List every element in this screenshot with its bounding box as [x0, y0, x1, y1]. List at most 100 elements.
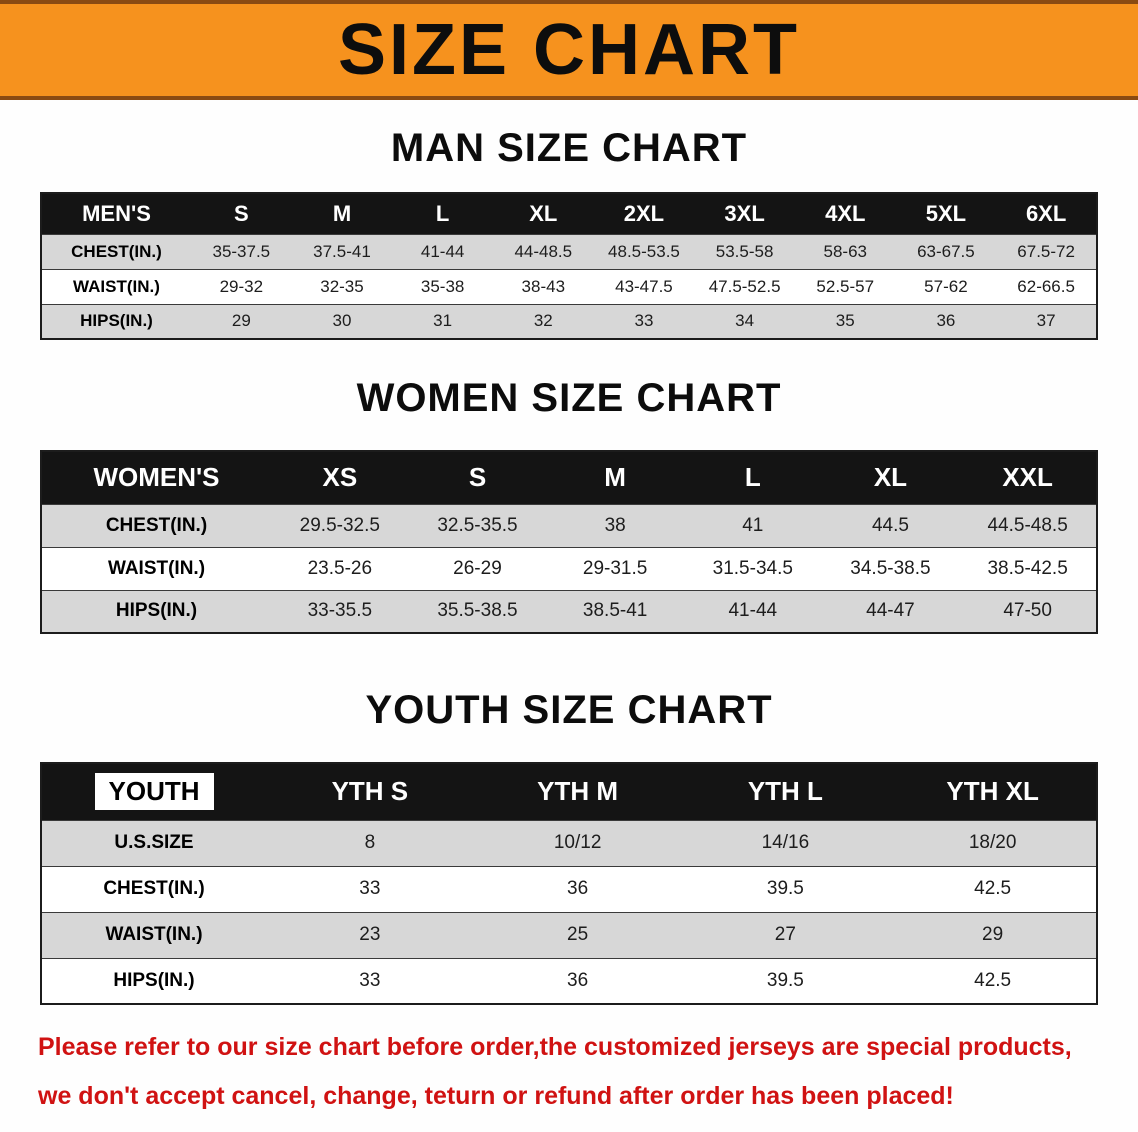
size-value-cell: 47.5-52.5	[694, 268, 795, 305]
header-row: MEN'S S M L XL 2XL 3XL 4XL 5XL 6XL	[41, 193, 1097, 234]
size-value-cell: 36	[473, 957, 682, 1005]
measurement-row: U.S.SIZE 8 10/12 14/16 18/20	[41, 819, 1097, 867]
measurement-row: CHEST(IN.) 33 36 39.5 42.5	[41, 865, 1097, 913]
banner: SIZE CHART	[0, 0, 1138, 100]
size-value-cell: 38.5-42.5	[959, 546, 1097, 591]
size-value-cell: 23.5-26	[271, 546, 409, 591]
size-value-cell: 44.5	[821, 503, 960, 548]
youth-table-body: U.S.SIZE 8 10/12 14/16 18/20 CHEST(IN.) 33 36 39…	[41, 819, 1097, 1005]
size-value-cell: 31.5-34.5	[683, 546, 822, 591]
size-value-cell: 48.5-53.5	[593, 233, 695, 270]
size-value-cell: 38-43	[492, 268, 594, 305]
measurement-row: HIPS(IN.) 33 36 39.5 42.5	[41, 957, 1097, 1005]
size-value-cell: 32-35	[291, 268, 393, 305]
size-column-header: 2XL	[593, 193, 695, 234]
size-column-header: 6XL	[996, 193, 1097, 234]
row-label: CHEST(IN.)	[41, 233, 191, 270]
size-column-header: XXL	[959, 451, 1097, 504]
row-label: WAIST(IN.)	[41, 546, 271, 591]
measurement-row: CHEST(IN.) 29.5-32.5 32.5-35.5 38 41 44.5 44.5…	[41, 503, 1097, 548]
size-value-cell: 44-48.5	[492, 233, 594, 270]
size-column-header: L	[392, 193, 493, 234]
size-column-header: YTH L	[681, 763, 890, 820]
row-label: WAIST(IN.)	[41, 911, 266, 959]
size-value-cell: 41-44	[392, 233, 493, 270]
women-chart-heading: WOMEN SIZE CHART	[356, 376, 782, 420]
size-value-cell: 67.5-72	[996, 233, 1097, 270]
size-value-cell: 35	[794, 303, 896, 340]
size-value-cell: 33	[266, 957, 474, 1005]
size-value-cell: 33-35.5	[271, 589, 409, 634]
size-value-cell: 31	[392, 303, 493, 340]
size-column-header: S	[191, 193, 292, 234]
size-value-cell: 37.5-41	[291, 233, 393, 270]
size-value-cell: 44-47	[821, 589, 960, 634]
men-chart-heading: MAN SIZE CHART	[390, 126, 748, 170]
disclaimer-note: Please refer to our size chart before or…	[0, 1005, 1100, 1121]
youth-size-table: YOUTH YTH S YTH M YTH L YTH XL U.S.SIZE 8 10/12…	[40, 762, 1098, 1005]
size-column-header: 3XL	[694, 193, 795, 234]
youth-corner-label-text: YOUTH	[94, 773, 214, 811]
size-value-cell: 41	[683, 503, 822, 548]
men-table-head: MEN'S S M L XL 2XL 3XL 4XL 5XL 6XL	[41, 193, 1097, 234]
women-corner-label-text: WOMEN'S	[93, 462, 220, 493]
size-value-cell: 33	[266, 865, 474, 913]
size-value-cell: 18/20	[889, 819, 1097, 867]
charts-area: MAN SIZE CHART MEN'S S M L XL 2XL 3XL 4XL 5XL 6XL C…	[0, 126, 1138, 1005]
size-column-header: 4XL	[794, 193, 896, 234]
size-value-cell: 29-31.5	[546, 546, 684, 591]
size-column-header: YTH M	[473, 763, 682, 820]
size-value-cell: 53.5-58	[694, 233, 795, 270]
size-value-cell: 32.5-35.5	[408, 503, 547, 548]
size-value-cell: 14/16	[681, 819, 890, 867]
size-value-cell: 30	[291, 303, 393, 340]
size-value-cell: 35.5-38.5	[408, 589, 547, 634]
size-column-header: XS	[271, 451, 409, 504]
size-value-cell: 34	[694, 303, 795, 340]
size-column-header: XL	[492, 193, 594, 234]
size-value-cell: 29-32	[191, 268, 292, 305]
row-label: HIPS(IN.)	[41, 957, 266, 1005]
size-column-header: YTH XL	[889, 763, 1097, 820]
measurement-row: WAIST(IN.) 29-32 32-35 35-38 38-43 43-47.5 47.…	[41, 268, 1097, 305]
size-value-cell: 8	[266, 819, 474, 867]
size-value-cell: 29	[191, 303, 292, 340]
size-value-cell: 42.5	[889, 957, 1097, 1005]
men-size-table: MEN'S S M L XL 2XL 3XL 4XL 5XL 6XL CHEST(IN.) 35-37…	[40, 192, 1098, 340]
men-corner-label-text: MEN'S	[82, 200, 151, 226]
size-column-header: L	[683, 451, 822, 504]
measurement-row: HIPS(IN.) 33-35.5 35.5-38.5 38.5-41 41-44 44-…	[41, 589, 1097, 634]
size-value-cell: 36	[473, 865, 682, 913]
size-value-cell: 34.5-38.5	[821, 546, 960, 591]
measurement-row: WAIST(IN.) 23.5-26 26-29 29-31.5 31.5-34.5 34…	[41, 546, 1097, 591]
size-value-cell: 38	[546, 503, 684, 548]
size-value-cell: 37	[996, 303, 1097, 340]
size-column-header: XL	[821, 451, 960, 504]
size-column-header: 5XL	[895, 193, 997, 234]
size-value-cell: 39.5	[681, 957, 890, 1005]
size-value-cell: 38.5-41	[546, 589, 684, 634]
size-value-cell: 58-63	[794, 233, 896, 270]
size-value-cell: 36	[895, 303, 997, 340]
header-row: YOUTH YTH S YTH M YTH L YTH XL	[41, 763, 1097, 820]
size-value-cell: 42.5	[889, 865, 1097, 913]
size-value-cell: 35-38	[392, 268, 493, 305]
men-corner-label: MEN'S	[41, 193, 191, 234]
size-value-cell: 52.5-57	[794, 268, 896, 305]
size-value-cell: 44.5-48.5	[959, 503, 1097, 548]
size-value-cell: 27	[681, 911, 890, 959]
size-value-cell: 10/12	[473, 819, 682, 867]
women-corner-label: WOMEN'S	[41, 451, 271, 504]
page-title: SIZE CHART	[338, 10, 800, 90]
youth-size-chart-section: YOUTH SIZE CHART YOUTH YTH S YTH M YTH L YTH …	[0, 688, 1138, 1005]
row-label: CHEST(IN.)	[41, 865, 266, 913]
size-value-cell: 25	[473, 911, 682, 959]
size-value-cell: 63-67.5	[895, 233, 997, 270]
men-size-chart-section: MAN SIZE CHART MEN'S S M L XL 2XL 3XL 4XL 5XL 6XL C…	[0, 126, 1138, 340]
row-label: WAIST(IN.)	[41, 268, 191, 305]
men-table-body: CHEST(IN.) 35-37.5 37.5-41 41-44 44-48.5 48.5…	[41, 233, 1097, 340]
row-label: CHEST(IN.)	[41, 503, 271, 548]
size-value-cell: 39.5	[681, 865, 890, 913]
measurement-row: HIPS(IN.) 29 30 31 32 33 34 35 36 37	[41, 303, 1097, 340]
